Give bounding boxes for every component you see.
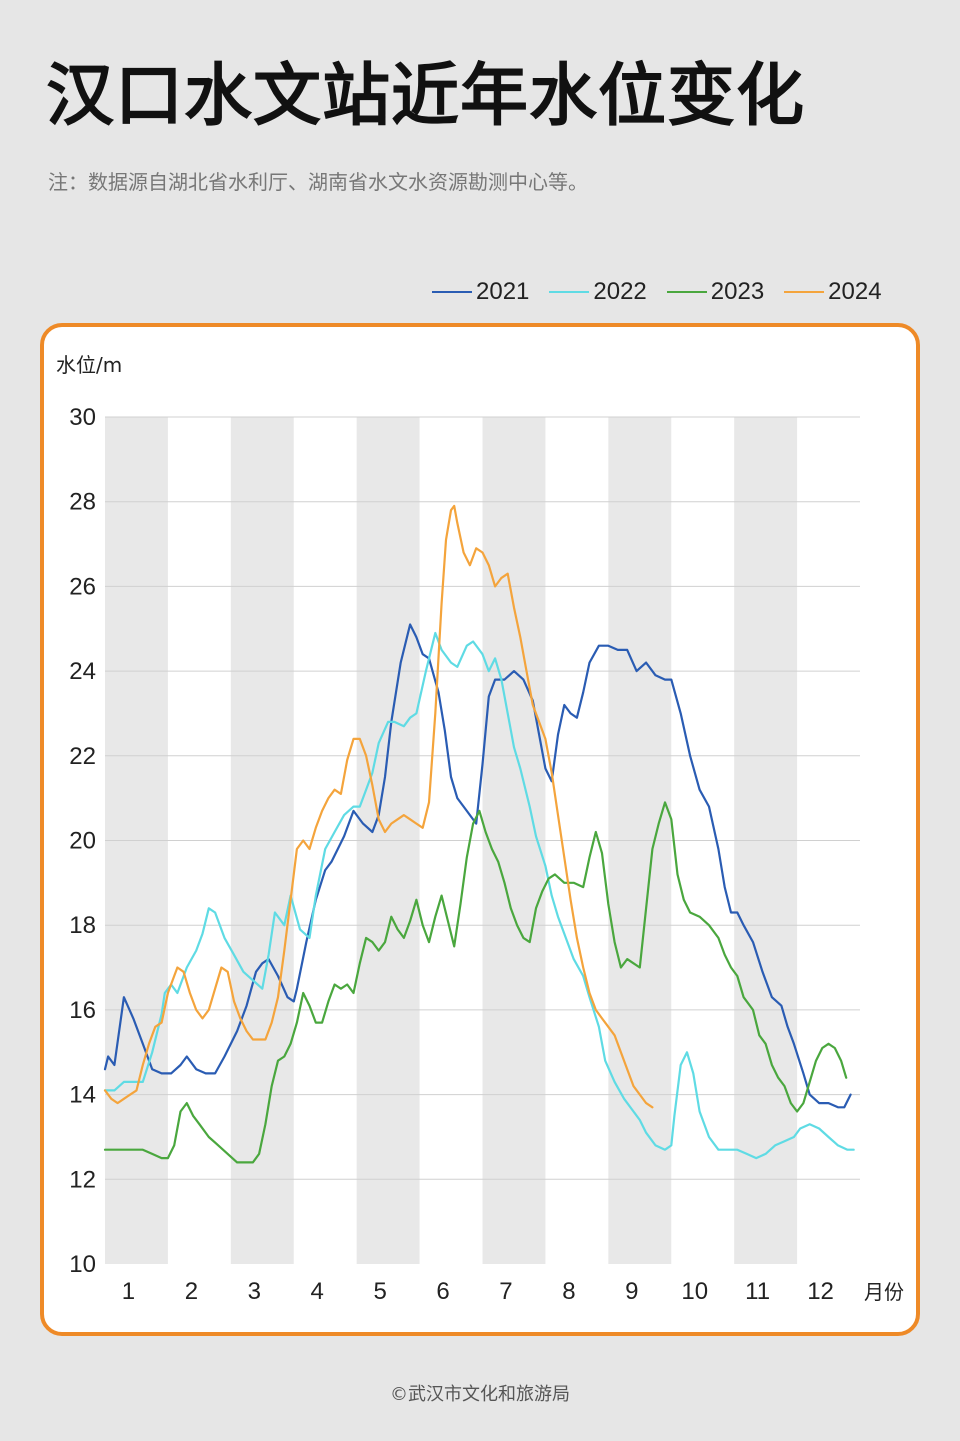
legend-label: 2021 [476, 278, 530, 305]
y-tick-label: 10 [69, 1251, 96, 1278]
legend-label: 2023 [710, 278, 765, 305]
y-tick-label: 22 [69, 743, 96, 770]
x-tick-label: 12 [807, 1278, 834, 1305]
y-tick-label: 30 [69, 404, 96, 431]
legend-label: 2022 [593, 278, 647, 305]
x-tick-label: 9 [625, 1278, 638, 1305]
series-line-2023 [103, 801, 848, 1164]
legend-item-2021: 2021 [432, 278, 529, 306]
y-tick-label: 18 [69, 912, 96, 939]
legend-swatch [432, 291, 472, 293]
y-tick-label: 28 [69, 489, 96, 516]
y-tick-label: 16 [69, 997, 96, 1024]
x-tick-label: 7 [499, 1278, 512, 1305]
x-tick-label: 1 [122, 1278, 135, 1305]
series-line-2024 [103, 504, 654, 1109]
legend-item-2023: 2023 [666, 278, 765, 306]
legend-label: 2024 [828, 278, 882, 305]
page-title: 汉口水文站近年水位变化 [46, 57, 806, 136]
legend-swatch [784, 291, 825, 293]
legend-item-2024: 2024 [784, 278, 882, 306]
x-tick-label: 8 [562, 1278, 575, 1305]
x-tick-label: 5 [373, 1278, 386, 1305]
x-tick-label: 2 [185, 1278, 198, 1305]
x-tick-label: 3 [248, 1278, 261, 1305]
y-tick-label: 26 [69, 573, 96, 600]
x-tick-label: 11 [745, 1278, 770, 1305]
y-tick-label: 20 [69, 828, 96, 855]
copyright-footer: ©武汉市文化和旅游局 [390, 1384, 570, 1405]
x-axis-title: 月份 [864, 1280, 904, 1304]
legend-swatch [549, 291, 590, 293]
chart-legend: 2021 2022 2023 2024 [432, 278, 882, 306]
series-line-2022 [103, 631, 855, 1160]
data-source-note: 注：数据源自湖北省水利厅、湖南省水文水资源勘测中心等。 [48, 170, 588, 194]
y-tick-label: 24 [69, 658, 96, 685]
legend-item-2022: 2022 [549, 278, 647, 306]
y-axis-title: 水位/m [56, 353, 122, 377]
x-tick-label: 10 [681, 1278, 708, 1305]
legend-swatch [666, 291, 707, 293]
x-tick-label: 6 [436, 1278, 449, 1305]
x-tick-label: 4 [311, 1278, 324, 1305]
series-line-2021 [103, 623, 852, 1109]
y-tick-label: 12 [69, 1166, 96, 1193]
y-tick-label: 14 [69, 1082, 96, 1109]
